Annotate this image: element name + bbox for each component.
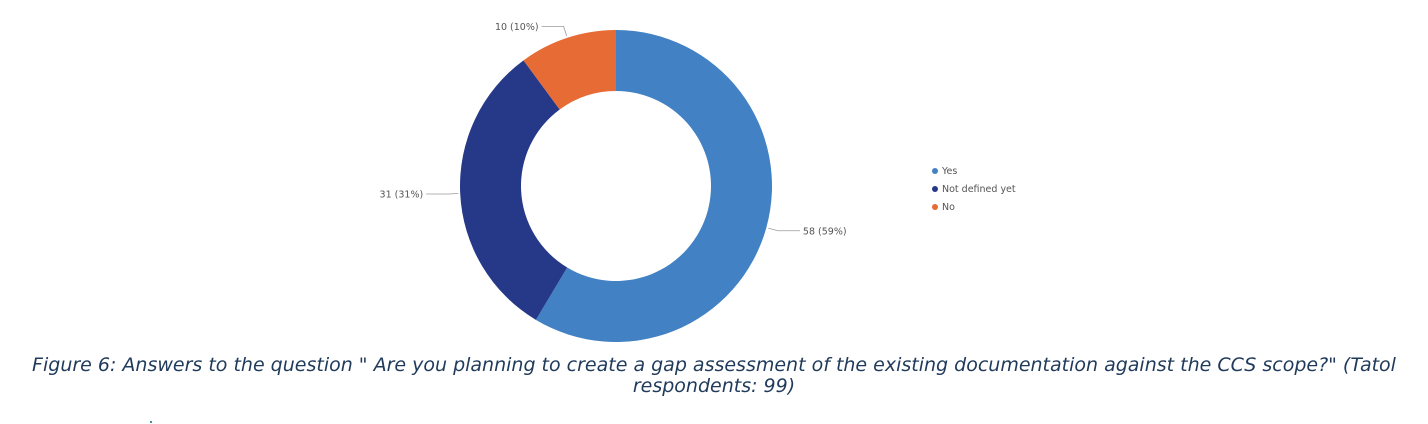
legend-label-not-defined-yet: Not defined yet [942,183,1016,195]
data-label-not-defined-yet: 31 (31%) [380,189,424,200]
legend-label-no: No [942,201,955,213]
donut-slices [460,30,772,342]
slice-yes[interactable] [535,30,772,342]
data-labels: 58 (59%) 31 (31%) 10 (10%) [380,22,847,237]
data-label-yes: 58 (59%) [803,226,847,237]
data-label-leaders [426,25,800,232]
figure-caption: Figure 6: Answers to the question " Are … [0,355,1428,397]
chart-legend: Yes Not defined yet No [932,162,1016,216]
leader-line-yes [768,227,800,232]
figure-caption-line-2: respondents: 99) [632,375,796,397]
legend-label-yes: Yes [942,165,958,177]
data-label-no: 10 (10%) [495,22,539,33]
legend-item-yes[interactable]: Yes [932,162,1016,180]
slice-not-defined-yet[interactable] [460,60,568,320]
leader-line-no [541,25,568,37]
legend-marker-yes [932,168,938,174]
stray-dot [150,421,152,423]
figure-caption-line-1: Figure 6: Answers to the question " Are … [32,354,1396,376]
donut-chart: 58 (59%) 31 (31%) 10 (10%) [380,22,847,342]
legend-item-no[interactable]: No [932,198,1016,216]
legend-marker-no [932,204,938,210]
legend-item-not-defined-yet[interactable]: Not defined yet [932,180,1016,198]
slice-no[interactable] [523,30,616,110]
legend-marker-not-defined-yet [932,186,938,192]
